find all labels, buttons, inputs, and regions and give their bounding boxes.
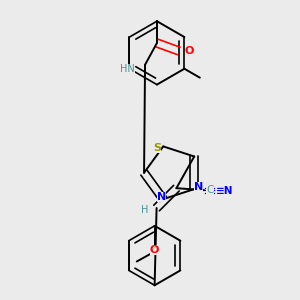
Text: N: N [157, 192, 166, 202]
Text: H: H [141, 205, 149, 215]
Text: O: O [185, 46, 194, 56]
Text: C: C [206, 185, 214, 195]
Text: ≡N: ≡N [216, 186, 233, 196]
Text: N: N [194, 182, 203, 192]
Text: HN: HN [120, 64, 135, 74]
Text: S: S [153, 143, 161, 153]
Text: O: O [150, 244, 159, 255]
